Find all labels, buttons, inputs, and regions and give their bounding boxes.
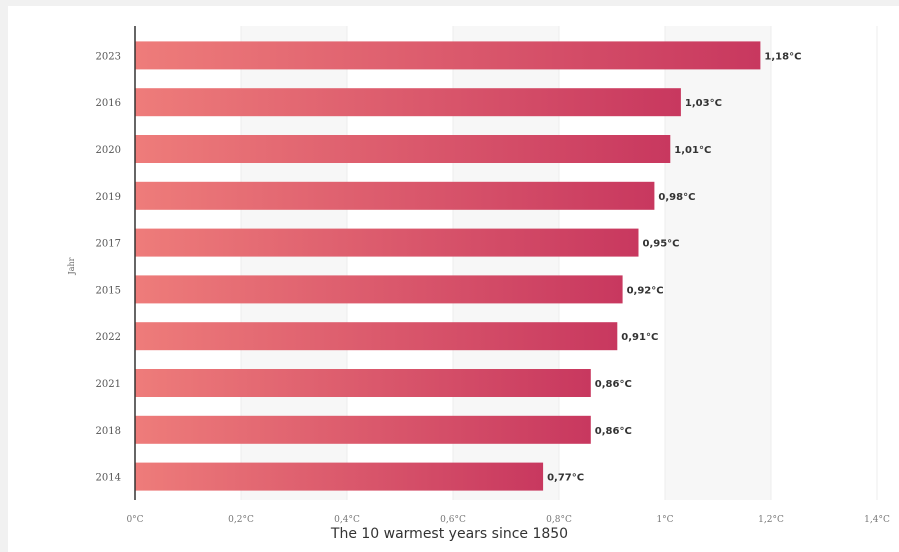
bar[interactable]: [135, 322, 618, 351]
chart-card: 2023 2016 2020 2019 2017 2015 2022 2021 2018 2014…: [8, 6, 899, 552]
x-tick-label: 0,2°C: [228, 515, 254, 525]
category-label: 2018: [96, 426, 121, 437]
x-tick-label: 0°C: [126, 515, 143, 525]
bar[interactable]: [135, 41, 761, 70]
x-tick-labels: 0°C 0,2°C 0,4°C 0,6°C 0,8°C 1°C 1,2°C 1,4°C: [126, 515, 890, 525]
bar[interactable]: [135, 135, 671, 163]
category-labels: 2023 2016 2020 2019 2017 2015 2022 2021 2018 2014: [96, 51, 121, 483]
category-label: 2017: [96, 239, 121, 250]
bars-group: [135, 41, 761, 491]
data-label: 0,77°C: [547, 473, 584, 484]
data-label: 1,18°C: [764, 51, 801, 62]
x-tick-label: 1°C: [656, 515, 673, 525]
bar[interactable]: [135, 369, 591, 397]
x-tick-label: 0,4°C: [334, 515, 360, 525]
data-label: 0,95°C: [643, 239, 680, 250]
grid-band: [665, 26, 771, 500]
chart-caption: The 10 warmest years since 1850: [330, 526, 569, 542]
x-tick-label: 0,8°C: [546, 515, 572, 525]
x-tick-label: 1,4°C: [864, 515, 890, 525]
x-tick-label: 1,2°C: [758, 515, 784, 525]
data-label: 0,92°C: [627, 285, 664, 296]
bar[interactable]: [135, 462, 544, 491]
data-label: 0,91°C: [621, 332, 658, 343]
data-label: 1,03°C: [685, 98, 722, 109]
category-label: 2014: [96, 473, 121, 484]
data-label: 0,86°C: [595, 379, 632, 390]
category-label: 2019: [96, 192, 121, 203]
category-label: 2022: [96, 332, 121, 343]
data-label: 0,86°C: [595, 426, 632, 437]
bar[interactable]: [135, 415, 591, 444]
category-label: 2020: [96, 145, 121, 156]
category-label: 2016: [96, 98, 121, 109]
value-labels: 1,18°C 1,03°C 1,01°C 0,98°C 0,95°C 0,92°C 0,91…: [547, 51, 801, 483]
data-label: 0,98°C: [658, 192, 695, 203]
bar[interactable]: [135, 228, 639, 257]
bar[interactable]: [135, 181, 655, 210]
category-label: 2015: [96, 285, 121, 296]
x-tick-label: 0,6°C: [440, 515, 466, 525]
bar-chart: 2023 2016 2020 2019 2017 2015 2022 2021 2018 2014…: [67, 26, 890, 525]
y-axis-title: Jahr: [67, 257, 76, 275]
category-label: 2023: [96, 51, 121, 62]
data-label: 1,01°C: [674, 145, 711, 156]
category-label: 2021: [96, 379, 121, 390]
bar[interactable]: [135, 88, 681, 117]
bar[interactable]: [135, 275, 623, 304]
